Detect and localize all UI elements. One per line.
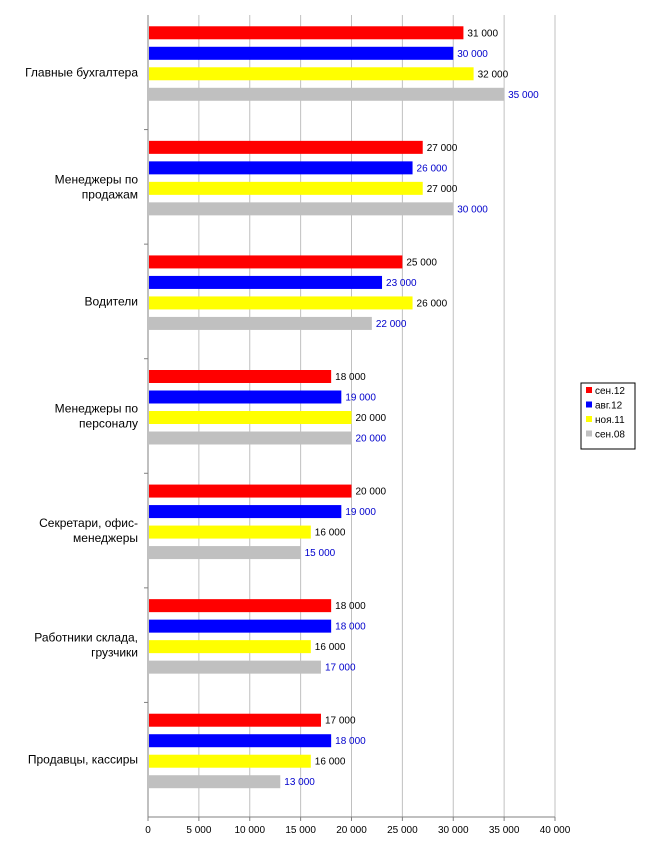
data-label: 18 000 <box>335 372 366 383</box>
data-label: 17 000 <box>325 716 356 727</box>
bar <box>149 370 332 383</box>
data-label: 18 000 <box>335 736 366 747</box>
category-label: Секретари, офис- <box>39 516 138 530</box>
data-label: 27 000 <box>427 143 458 154</box>
bar <box>149 734 332 748</box>
bar <box>149 181 423 195</box>
legend-label: сен.12 <box>595 386 625 397</box>
bar <box>149 67 474 81</box>
data-label: 18 000 <box>335 601 366 612</box>
bar <box>149 660 321 674</box>
data-label: 30 000 <box>457 204 488 215</box>
bar <box>149 26 464 40</box>
data-label: 16 000 <box>315 528 346 539</box>
legend-label: авг.12 <box>595 401 623 412</box>
x-tick-label: 25 000 <box>387 825 418 836</box>
category-label: менеджеры <box>73 531 138 545</box>
data-label: 31 000 <box>467 28 498 39</box>
x-tick-label: 0 <box>145 825 151 836</box>
x-tick-label: 30 000 <box>438 825 469 836</box>
data-label: 23 000 <box>386 278 417 289</box>
bar <box>149 255 403 269</box>
x-tick-label: 20 000 <box>336 825 367 836</box>
bar <box>149 431 352 445</box>
x-tick-label: 35 000 <box>489 825 520 836</box>
bar <box>149 202 454 216</box>
data-label: 18 000 <box>335 622 366 633</box>
data-label: 32 000 <box>478 69 509 80</box>
x-tick-label: 5 000 <box>186 825 211 836</box>
legend-label: ноя.11 <box>595 415 625 426</box>
category-label: Менеджеры по <box>55 402 139 416</box>
data-label: 20 000 <box>356 434 387 445</box>
axes: 0 5 000 10 000 15 000 20 000 25 000 30 000 35 0… <box>25 15 571 836</box>
data-label: 16 000 <box>315 757 346 768</box>
bar <box>149 296 413 310</box>
bar <box>149 619 332 633</box>
bar <box>149 411 352 424</box>
bar <box>149 87 505 101</box>
bar <box>149 713 321 727</box>
data-label: 22 000 <box>376 319 407 330</box>
category-label: Продавцы, кассиры <box>28 753 138 767</box>
data-label: 16 000 <box>315 642 346 653</box>
data-label: 19 000 <box>345 393 376 404</box>
data-label: 26 000 <box>417 298 448 309</box>
data-label: 19 000 <box>345 507 376 518</box>
data-label: 35 000 <box>508 90 539 101</box>
bar <box>149 484 352 498</box>
bar <box>149 775 281 789</box>
bar <box>149 316 372 330</box>
bar <box>149 390 342 404</box>
legend-swatch <box>586 401 592 408</box>
data-label: 27 000 <box>427 184 458 195</box>
category-label: Менеджеры по <box>55 172 139 186</box>
bar <box>149 599 332 613</box>
bar <box>149 505 342 519</box>
data-label: 20 000 <box>356 413 387 424</box>
category-label: Водители <box>85 294 138 308</box>
bar <box>149 275 383 289</box>
legend-label: сен.08 <box>595 430 625 441</box>
bar <box>149 546 301 560</box>
category-label: грузчики <box>91 646 138 660</box>
bar <box>149 754 311 768</box>
data-label: 30 000 <box>457 49 488 60</box>
bars <box>149 26 505 789</box>
data-labels: 31 000 30 000 32 000 35 000 27 000 26 000 27 0… <box>284 28 539 788</box>
category-label: Работники склада, <box>34 631 138 645</box>
data-label: 25 000 <box>406 257 437 268</box>
x-tick-label: 15 000 <box>285 825 316 836</box>
legend: сен.12 авг.12 ноя.11 сен.08 <box>580 382 636 450</box>
legend-swatch <box>586 430 592 437</box>
x-tick-label: 40 000 <box>540 825 571 836</box>
data-label: 26 000 <box>417 163 448 174</box>
category-label: продажам <box>82 187 138 201</box>
bar <box>149 640 311 654</box>
legend-swatch <box>586 387 592 393</box>
bar <box>149 46 454 60</box>
category-label: персоналу <box>79 417 138 431</box>
data-label: 17 000 <box>325 663 356 674</box>
x-tick-label: 10 000 <box>234 825 265 836</box>
data-label: 15 000 <box>305 548 336 559</box>
data-label: 20 000 <box>356 487 387 498</box>
bar <box>149 525 311 539</box>
data-label: 13 000 <box>284 777 315 788</box>
category-label: Главные бухгалтера <box>25 65 138 79</box>
legend-swatch <box>586 416 592 422</box>
bar <box>149 140 423 154</box>
bar <box>149 161 413 175</box>
